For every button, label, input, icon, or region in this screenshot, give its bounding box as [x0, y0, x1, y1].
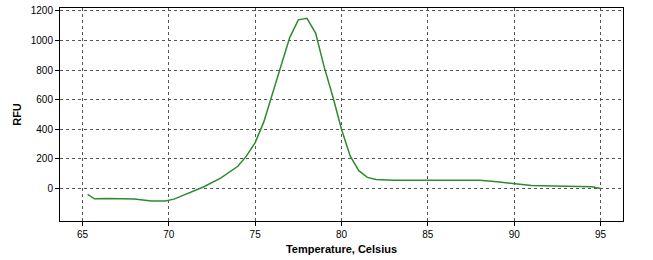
- svg-text:80: 80: [336, 229, 348, 240]
- svg-text:1000: 1000: [31, 35, 54, 46]
- svg-text:65: 65: [77, 229, 89, 240]
- svg-text:400: 400: [36, 124, 53, 135]
- svg-text:200: 200: [36, 153, 53, 164]
- svg-text:75: 75: [250, 229, 262, 240]
- svg-text:85: 85: [422, 229, 434, 240]
- svg-text:0: 0: [47, 183, 53, 194]
- svg-text:90: 90: [509, 229, 521, 240]
- svg-text:95: 95: [595, 229, 607, 240]
- svg-text:800: 800: [36, 65, 53, 76]
- svg-text:1200: 1200: [31, 5, 54, 16]
- svg-text:RFU: RFU: [11, 103, 23, 126]
- svg-text:600: 600: [36, 94, 53, 105]
- svg-text:70: 70: [163, 229, 175, 240]
- svg-text:Temperature, Celsius: Temperature, Celsius: [286, 243, 397, 255]
